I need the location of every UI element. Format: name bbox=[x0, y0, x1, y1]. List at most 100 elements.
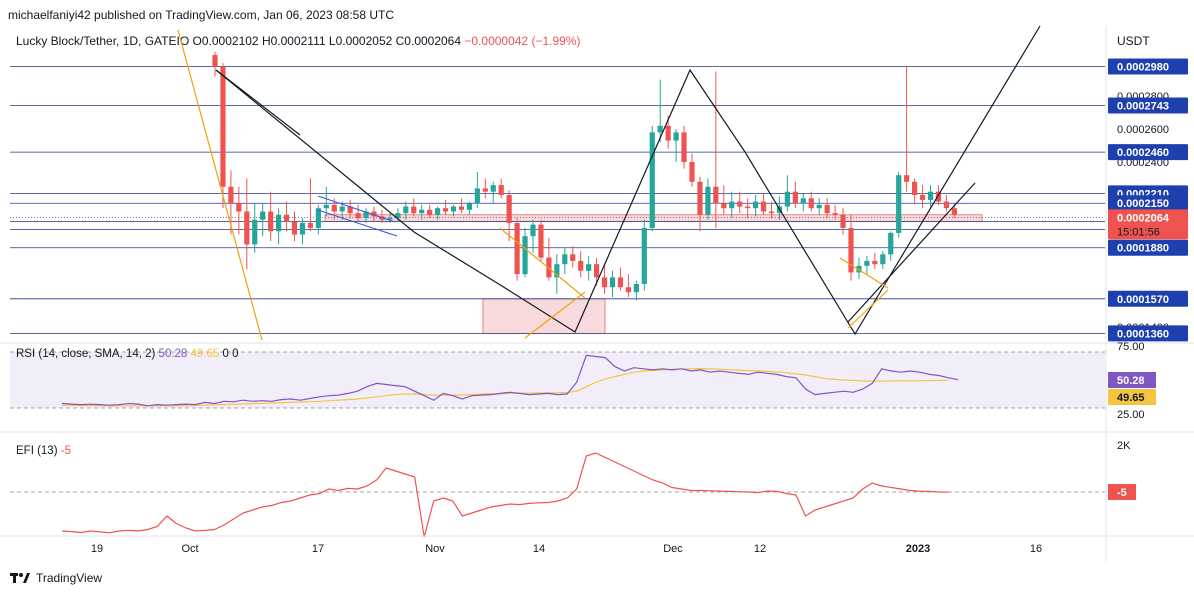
ohlc-open: O0.0002102 bbox=[192, 34, 259, 48]
candle-body bbox=[252, 219, 258, 245]
rsi-value: 50.28 bbox=[158, 348, 188, 360]
candle-body bbox=[665, 125, 671, 141]
candle-body bbox=[427, 209, 433, 215]
trend-pattern-line bbox=[215, 25, 1041, 336]
candle-body bbox=[331, 204, 337, 212]
symbol-legend: Lucky Block/Tether, 1D, GATEIO O0.000210… bbox=[16, 34, 580, 48]
price-level-label: 0.0002743 bbox=[1117, 101, 1169, 113]
candle-body bbox=[800, 198, 806, 204]
rsi-title[interactable]: RSI (14, close, SMA, 14, 2) bbox=[16, 348, 156, 360]
price-level-label: 0.0001570 bbox=[1117, 294, 1169, 306]
candle-body bbox=[347, 206, 353, 214]
candle-body bbox=[943, 201, 949, 209]
candle-body bbox=[291, 221, 298, 235]
brand-name: TradingView bbox=[36, 571, 103, 585]
candle-body bbox=[760, 201, 767, 212]
candle-body bbox=[498, 185, 504, 195]
candle-body bbox=[864, 260, 870, 266]
time-axis-tick: 12 bbox=[754, 543, 766, 555]
rsi-extra-b: 0 bbox=[232, 348, 239, 360]
price-level-label: 0.0002460 bbox=[1117, 147, 1169, 159]
orange-wedge-line bbox=[499, 227, 586, 339]
candle-body bbox=[586, 264, 592, 271]
rsi-ma-label: 49.65 bbox=[1117, 392, 1145, 404]
time-axis-tick: Oct bbox=[181, 543, 198, 555]
candle-body bbox=[458, 206, 465, 210]
candle-body bbox=[228, 186, 234, 204]
candle-body bbox=[872, 260, 878, 265]
brand[interactable]: TradingView bbox=[10, 571, 102, 585]
currency-label: USDT bbox=[1117, 34, 1150, 48]
candle-body bbox=[466, 203, 472, 210]
price-level-tag bbox=[1108, 58, 1188, 75]
candle-body bbox=[538, 224, 544, 258]
candle-body bbox=[689, 162, 695, 182]
candle-body bbox=[307, 223, 313, 228]
candle-body bbox=[935, 191, 942, 202]
candle-body bbox=[792, 191, 798, 204]
candle-body bbox=[450, 206, 457, 212]
candle-body bbox=[371, 211, 377, 217]
time-axis-tick: 2023 bbox=[906, 543, 930, 555]
candle-body bbox=[808, 198, 814, 209]
ohlc-high: H0.0002111 bbox=[261, 34, 326, 48]
candle-body bbox=[220, 66, 226, 187]
current-price-tag bbox=[1108, 209, 1188, 240]
time-axis-tick: 14 bbox=[533, 543, 545, 555]
orange-trend-line bbox=[177, 29, 263, 341]
candle-body bbox=[681, 132, 687, 163]
rsi-ma-tag bbox=[1108, 389, 1156, 405]
current-price-label: 0.0002064 bbox=[1117, 212, 1170, 224]
efi-axis-tick: 2K bbox=[1117, 440, 1131, 452]
tradingview-logo-icon bbox=[10, 573, 30, 583]
candle-body bbox=[784, 191, 790, 207]
candle-body bbox=[673, 132, 679, 141]
candle-body bbox=[951, 208, 957, 215]
candle-body bbox=[283, 214, 290, 222]
candle-body bbox=[435, 208, 441, 215]
symbol-name[interactable]: Lucky Block/Tether, 1D, GATEIO bbox=[16, 34, 190, 48]
rsi-legend: RSI (14, close, SMA, 14, 2) 50.28 49.65 … bbox=[16, 348, 239, 360]
candle-body bbox=[824, 204, 830, 214]
candle-body bbox=[705, 186, 711, 215]
candle-body bbox=[268, 211, 274, 232]
rsi-band bbox=[10, 352, 1105, 408]
price-level-tag bbox=[1108, 290, 1188, 307]
candle-body bbox=[419, 209, 425, 214]
rsi-value-tag bbox=[1108, 372, 1156, 388]
ohlc-low: L0.0002052 bbox=[328, 34, 393, 48]
candle-body bbox=[236, 203, 242, 212]
candle-body bbox=[896, 175, 902, 233]
price-axis-tick: 0.0002600 bbox=[1117, 124, 1169, 136]
orange-wedge-line bbox=[839, 257, 889, 329]
candle-body bbox=[506, 195, 512, 224]
candle-body bbox=[578, 260, 584, 271]
candle-body bbox=[904, 175, 910, 182]
candle-body bbox=[697, 181, 703, 215]
candle-body bbox=[657, 125, 663, 133]
flag-channel-line bbox=[317, 195, 398, 237]
candle-body bbox=[482, 188, 488, 192]
candle-body bbox=[729, 201, 735, 209]
candle-body bbox=[323, 204, 329, 209]
candle-body bbox=[570, 254, 576, 261]
candle-body bbox=[522, 236, 528, 275]
time-axis-tick: 16 bbox=[1030, 543, 1042, 555]
candle-body bbox=[403, 206, 409, 214]
candle-body bbox=[919, 195, 926, 200]
candle-body bbox=[276, 214, 282, 232]
rsi-axis-tick: 75.00 bbox=[1117, 341, 1145, 353]
candle-body bbox=[339, 206, 345, 212]
rsi-extra-a: 0 bbox=[222, 348, 229, 360]
time-axis-tick: Dec bbox=[663, 543, 683, 555]
trend-line bbox=[215, 69, 301, 136]
candle-body bbox=[617, 277, 624, 288]
rsi-ma-line bbox=[61, 367, 949, 407]
candle-body bbox=[633, 283, 639, 293]
efi-title[interactable]: EFI (13) bbox=[16, 445, 58, 457]
time-axis-tick: Nov bbox=[425, 543, 445, 555]
bar-countdown-label: 15:01:56 bbox=[1117, 226, 1160, 238]
candle-body bbox=[840, 214, 846, 228]
candle-body bbox=[641, 227, 647, 284]
